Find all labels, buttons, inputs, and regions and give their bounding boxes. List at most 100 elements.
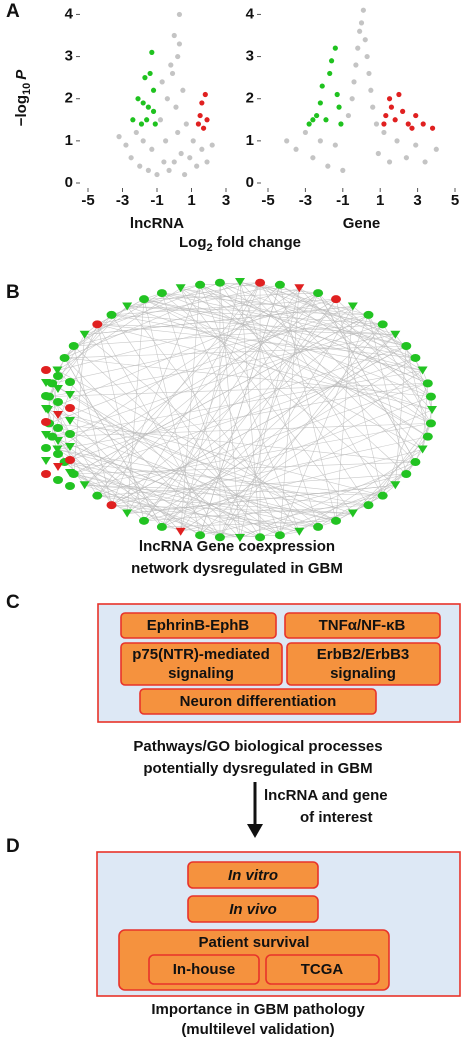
x-tick-label: -5 <box>261 192 274 209</box>
validation-box <box>148 954 260 985</box>
node <box>53 398 63 406</box>
caption: Pathways/GO biological processes <box>133 738 382 755</box>
edge <box>73 461 416 475</box>
node <box>195 280 206 289</box>
validation: In vitro <box>228 867 278 884</box>
edge <box>126 299 145 514</box>
point <box>375 150 381 157</box>
point <box>370 104 376 110</box>
edge <box>126 314 369 514</box>
node <box>41 431 51 439</box>
point <box>332 45 338 51</box>
y-label-sub: 10 <box>21 83 33 95</box>
y-tick-label: 2 <box>246 90 254 107</box>
point <box>175 53 181 60</box>
point <box>128 155 134 161</box>
node <box>363 501 374 510</box>
edge <box>111 504 319 528</box>
edge <box>219 282 369 506</box>
node <box>41 405 51 413</box>
node <box>41 418 51 426</box>
edge <box>127 282 261 307</box>
point <box>317 100 323 106</box>
edge <box>219 306 354 538</box>
point <box>140 100 146 106</box>
y-tick-label: 2 <box>65 90 73 107</box>
edge <box>317 292 433 411</box>
node <box>65 378 75 386</box>
node <box>41 470 51 478</box>
node <box>41 366 51 374</box>
edge <box>57 370 337 522</box>
caption: potentially dysregulated in GBM <box>143 760 372 777</box>
node <box>156 289 167 298</box>
point <box>116 134 122 140</box>
edge <box>111 345 407 506</box>
point <box>200 125 207 131</box>
node <box>41 444 51 452</box>
node <box>53 424 63 432</box>
node <box>427 406 437 414</box>
point <box>386 96 393 102</box>
edge <box>84 423 432 486</box>
node <box>410 458 421 467</box>
node <box>255 533 266 542</box>
point <box>364 53 370 60</box>
edge <box>84 334 319 528</box>
edge <box>48 334 396 397</box>
edge <box>64 461 261 538</box>
node <box>425 392 436 401</box>
point <box>175 129 181 136</box>
edge <box>279 288 300 536</box>
point <box>154 171 160 178</box>
point <box>400 108 406 114</box>
point <box>392 117 398 123</box>
node <box>214 278 225 287</box>
edge <box>84 292 319 486</box>
edge <box>239 281 416 463</box>
node <box>235 278 245 286</box>
edge <box>57 288 181 371</box>
edge <box>127 306 383 325</box>
point <box>336 104 342 110</box>
edge <box>97 282 261 496</box>
point <box>310 155 316 161</box>
point <box>173 104 179 110</box>
node <box>53 411 63 419</box>
pathway-box <box>286 642 441 686</box>
node <box>65 417 75 425</box>
edge <box>111 314 261 538</box>
edge <box>259 282 432 397</box>
x-axis-title: Gene <box>343 215 381 232</box>
point <box>302 129 308 136</box>
node <box>65 456 75 464</box>
node <box>65 404 75 412</box>
point <box>171 159 177 165</box>
x-tick-label: -5 <box>81 192 94 209</box>
point <box>159 79 165 85</box>
edge <box>57 383 428 450</box>
edge <box>143 298 432 424</box>
point <box>135 96 141 102</box>
node <box>294 284 305 293</box>
edge <box>48 396 337 522</box>
point <box>293 146 299 152</box>
point <box>433 146 439 152</box>
point <box>204 159 210 165</box>
node <box>68 342 79 350</box>
edge <box>97 298 145 325</box>
node <box>313 289 324 298</box>
edge <box>161 292 432 397</box>
edge <box>73 314 369 475</box>
point <box>145 104 151 110</box>
point <box>413 112 419 119</box>
point <box>310 117 316 123</box>
point <box>178 150 184 157</box>
edge <box>57 449 337 522</box>
y-label-italic: P <box>13 69 30 80</box>
point <box>358 20 365 26</box>
edge <box>180 473 407 533</box>
node <box>313 522 324 531</box>
edge <box>143 298 416 359</box>
arrow-label: of interest <box>300 809 373 826</box>
